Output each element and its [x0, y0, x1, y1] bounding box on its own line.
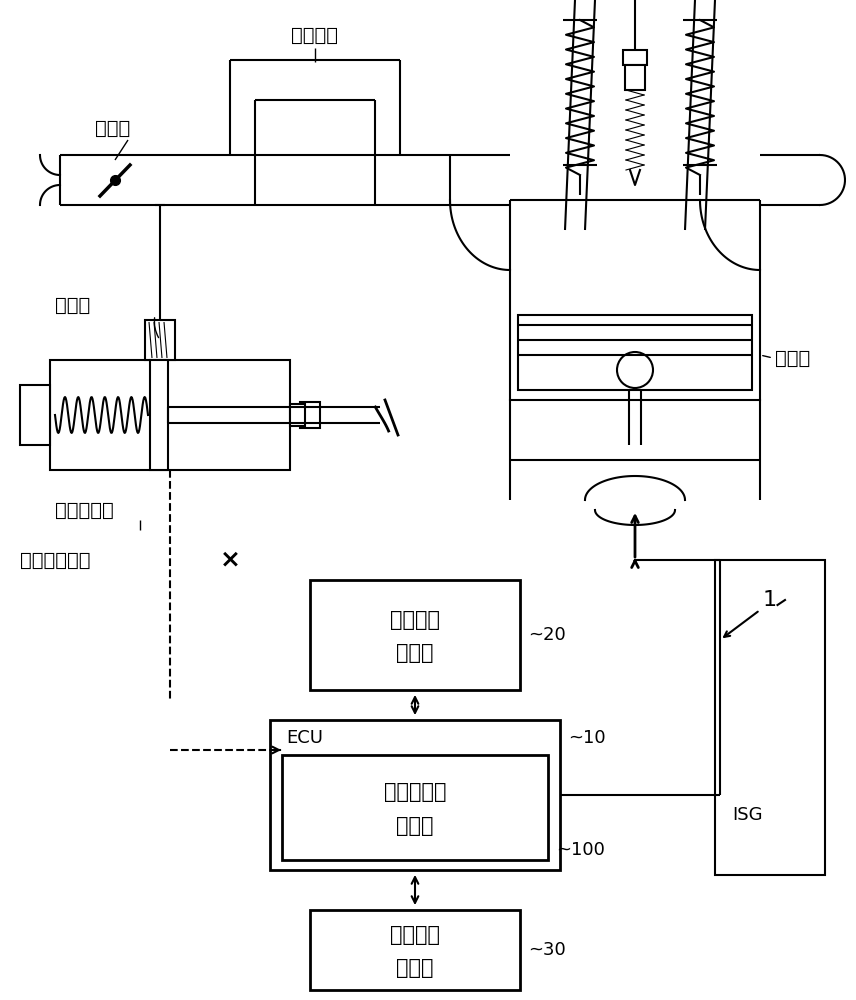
- Text: 发动机: 发动机: [775, 349, 811, 367]
- Text: ~20: ~20: [528, 626, 566, 644]
- Text: 预测器: 预测器: [396, 816, 434, 836]
- Text: 助力器负压: 助力器负压: [383, 782, 446, 802]
- Text: ~30: ~30: [528, 941, 566, 959]
- Text: 控制器: 控制器: [396, 958, 434, 978]
- Text: 节气门: 节气门: [95, 118, 130, 137]
- Text: 助力器传感器: 助力器传感器: [20, 550, 91, 570]
- Text: 制动助力器: 制动助力器: [55, 500, 114, 520]
- Bar: [625, 65, 645, 90]
- Text: 1: 1: [763, 590, 777, 610]
- Text: ~10: ~10: [568, 729, 606, 747]
- Text: ~100: ~100: [556, 841, 605, 859]
- Bar: [150, 360, 168, 470]
- Text: ECU: ECU: [287, 729, 324, 747]
- Bar: [270, 720, 560, 870]
- Bar: [623, 50, 647, 65]
- Text: 进气歧管: 进气歧管: [292, 25, 338, 44]
- Bar: [715, 560, 825, 875]
- Bar: [518, 315, 752, 390]
- Circle shape: [617, 352, 653, 388]
- Bar: [300, 402, 320, 428]
- Bar: [145, 320, 175, 360]
- Text: 空气调节: 空气调节: [390, 925, 440, 945]
- Text: 行驶信息: 行驶信息: [390, 610, 440, 630]
- Text: ×: ×: [219, 548, 241, 572]
- Bar: [290, 404, 305, 426]
- Text: ISG: ISG: [732, 806, 763, 824]
- Text: 检测器: 检测器: [396, 643, 434, 663]
- Bar: [282, 755, 548, 860]
- Text: 单向阀: 单向阀: [55, 296, 90, 314]
- Bar: [50, 360, 290, 470]
- Bar: [310, 910, 520, 990]
- Bar: [310, 580, 520, 690]
- Bar: [20, 385, 50, 445]
